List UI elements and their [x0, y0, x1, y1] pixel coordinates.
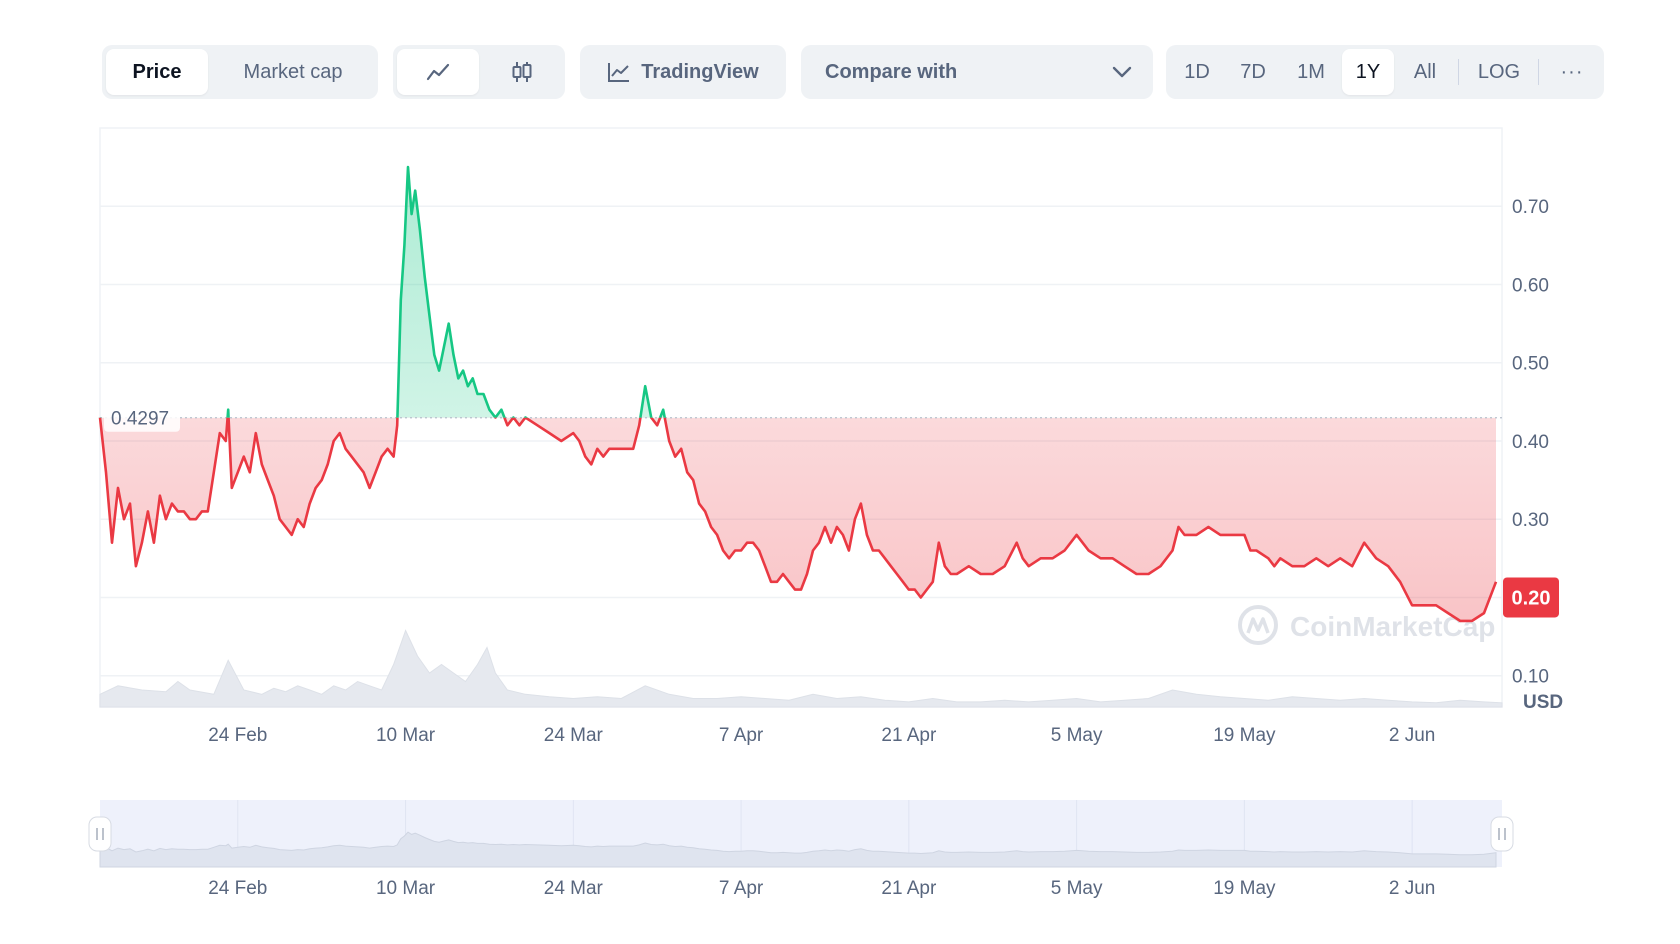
range-1y-button[interactable]: 1Y: [1342, 49, 1394, 95]
current-price-value: 0.20: [1512, 587, 1551, 609]
price-tab[interactable]: Price: [106, 49, 208, 95]
x-tick-label: 7 Apr: [719, 725, 764, 746]
navigator-right-handle[interactable]: [1490, 816, 1514, 852]
x-tick-label: 2 Jun: [1389, 725, 1435, 746]
price-area-below-baseline: [100, 417, 1496, 621]
navigator-x-tick-label: 10 Mar: [376, 878, 436, 899]
line-chart-button[interactable]: [397, 49, 479, 95]
range-7d-button[interactable]: 7D: [1240, 60, 1266, 83]
volume-area-shape: [99, 629, 1503, 708]
navigator-area-shape: [99, 831, 1497, 868]
navigator-x-tick-label: 24 Feb: [208, 878, 267, 899]
log-scale-button[interactable]: LOG: [1477, 60, 1521, 83]
chart-toolbar: Price Market cap TradingView: [0, 0, 1680, 110]
market-cap-tab[interactable]: Market cap: [243, 60, 343, 83]
candlestick-icon: [512, 62, 532, 82]
navigator-x-tick-label: 2 Jun: [1389, 878, 1435, 899]
navigator-area: [99, 831, 1497, 868]
currency-label: USD: [1523, 692, 1563, 713]
price-line-down: [98, 417, 1498, 623]
x-tick-label: 5 May: [1051, 725, 1103, 746]
chart-type-toggle: [393, 45, 565, 99]
time-range-group: 1D 7D 1M 1Y All LOG ···: [1166, 45, 1604, 99]
y-tick-label: 0.50: [1512, 354, 1549, 375]
coinmarketcap-logo-icon: [1238, 605, 1278, 645]
navigator-left-handle[interactable]: [88, 816, 112, 852]
range-all-button[interactable]: All: [1413, 60, 1437, 83]
tradingview-label: TradingView: [641, 60, 759, 83]
navigator-x-tick-label: 24 Mar: [544, 878, 604, 899]
baseline-label-text: 0.4297: [111, 409, 169, 430]
current-price-badge-bg: [1503, 577, 1559, 618]
current-price-badge: 0.20: [1503, 577, 1559, 618]
baseline-label-bg: [104, 403, 180, 432]
compare-group: Compare with: [801, 45, 1153, 99]
price-area-fill: [100, 167, 1496, 621]
volume-area: [99, 629, 1503, 708]
tradingview-group: TradingView: [580, 45, 786, 99]
y-tick-label: 0.30: [1512, 510, 1549, 531]
range-1m-button[interactable]: 1M: [1297, 60, 1325, 83]
navigator-x-axis: 24 Feb 10 Mar 24 Mar 7 Apr 21 Apr 5 May 19 May…: [208, 878, 1435, 899]
y-tick-label: 0.10: [1512, 667, 1549, 688]
tradingview-button[interactable]: TradingView: [584, 49, 782, 95]
tradingview-chart-icon: [608, 63, 630, 82]
x-axis: 24 Feb 10 Mar 24 Mar 7 Apr 21 Apr 5 May 19 May…: [208, 725, 1435, 746]
x-tick-label: 21 Apr: [881, 725, 937, 746]
navigator-x-tick-label: 5 May: [1051, 878, 1103, 899]
x-tick-label: 19 May: [1213, 725, 1276, 746]
navigator-x-tick-label: 21 Apr: [881, 878, 937, 899]
y-axis: 0.10 0.30 0.40 0.50 0.60 0.70: [1512, 197, 1549, 687]
y-tick-label: 0.70: [1512, 197, 1549, 218]
compare-with-dropdown[interactable]: Compare with: [801, 49, 1153, 95]
range-navigator[interactable]: [88, 800, 1514, 868]
candlestick-chart-button[interactable]: [483, 49, 561, 95]
range-separator-2: [1538, 59, 1539, 85]
range-1d-button[interactable]: 1D: [1184, 60, 1210, 83]
x-tick-label: 24 Mar: [544, 725, 604, 746]
y-tick-label: 0.40: [1512, 432, 1549, 453]
range-separator: [1458, 59, 1459, 85]
more-options-button[interactable]: ···: [1560, 60, 1584, 83]
navigator-x-tick-label: 19 May: [1213, 878, 1276, 899]
chevron-down-icon: [1112, 66, 1132, 78]
compare-with-label: Compare with: [825, 60, 958, 83]
x-tick-label: 10 Mar: [376, 725, 436, 746]
navigator-x-tick-label: 7 Apr: [719, 878, 764, 899]
metric-toggle: Price Market cap: [102, 45, 378, 99]
baseline-label: 0.4297: [104, 403, 180, 432]
x-tick-label: 24 Feb: [208, 725, 267, 746]
line-chart-icon: [426, 63, 450, 81]
y-tick-label: 0.60: [1512, 275, 1549, 296]
price-line: [98, 165, 1498, 623]
